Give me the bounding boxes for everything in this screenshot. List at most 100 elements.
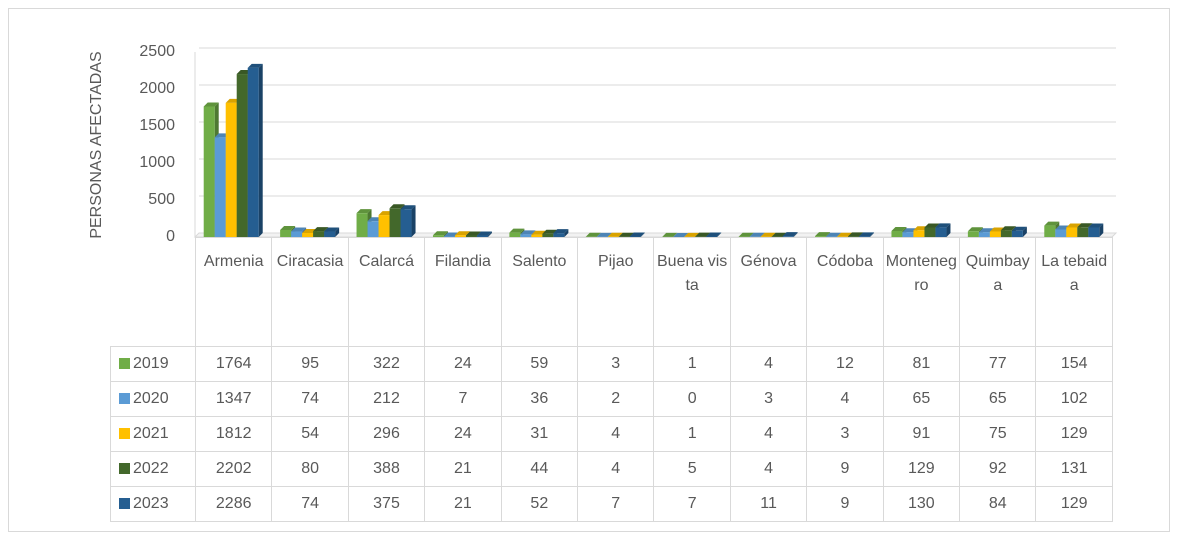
bar-top [837, 232, 853, 237]
bar [302, 233, 314, 237]
x-tick-label: Buena vista [653, 237, 731, 347]
x-tick-label: Quimbaya [959, 237, 1037, 347]
bar-top [1066, 223, 1082, 228]
table-value: 1347 [194, 381, 273, 417]
bar [520, 234, 532, 237]
table-value: 129 [1035, 486, 1113, 522]
x-tick-label: Filandia [424, 237, 502, 347]
table-value: 54 [271, 416, 349, 452]
table-value: 129 [882, 451, 961, 487]
x-tick-label: Salento [500, 237, 579, 347]
bar-top [967, 227, 983, 232]
bar-top [400, 205, 416, 210]
bar [989, 231, 1001, 237]
x-tick-label: Ciracasia [271, 237, 349, 347]
bar [935, 227, 947, 237]
table-value: 4 [729, 451, 808, 487]
bar-top [760, 232, 776, 237]
table-value: 24 [424, 346, 502, 382]
bar-top [935, 223, 951, 228]
legend-swatch [119, 428, 130, 439]
bar-side [640, 232, 645, 237]
x-tick-label: Génova [729, 237, 808, 347]
table-value: 7 [424, 381, 502, 417]
y-tick-label: 1000 [139, 154, 175, 171]
bar [432, 235, 444, 237]
bar [465, 235, 477, 237]
bar-top [553, 229, 569, 234]
bar-side [335, 227, 340, 237]
bar [815, 236, 827, 237]
bar [247, 67, 259, 237]
bar-top [585, 232, 601, 237]
legend-label: 2021 [133, 425, 169, 442]
bar [476, 235, 488, 237]
bar-top [280, 225, 296, 230]
bar [313, 231, 325, 237]
bar-side [717, 232, 722, 237]
series-row: 2020 1347 74 212 7 36 2 0 3 4 65 65 102 [110, 381, 1113, 417]
legend-swatch [119, 393, 130, 404]
table-value: 102 [1035, 381, 1113, 417]
bar [848, 236, 860, 237]
bar-top [771, 232, 787, 237]
bar-top [596, 232, 612, 237]
bar-top [1000, 226, 1016, 231]
table-value: 59 [500, 346, 579, 382]
bar [924, 227, 936, 237]
table-value: 24 [424, 416, 502, 452]
table-value: 74 [271, 381, 349, 417]
y-axis-label: PERSONAS AFECTADAS [88, 51, 105, 238]
table-value: 3 [806, 416, 884, 452]
bar [1088, 227, 1100, 237]
table-value: 31 [500, 416, 579, 452]
bar-top [509, 228, 525, 233]
bar [454, 235, 466, 237]
bar-top [618, 232, 634, 237]
bar-top [629, 232, 645, 237]
x-tick-label: La tebaida [1035, 237, 1113, 347]
table-value: 375 [347, 486, 426, 522]
bar-top [706, 232, 722, 237]
table-value: 92 [959, 451, 1037, 487]
legend-label: 2020 [133, 390, 169, 407]
bar-side [1099, 223, 1104, 237]
x-tick-label: Códoba [806, 237, 884, 347]
bar-top [607, 232, 623, 237]
bar-side [487, 231, 492, 237]
bar [203, 106, 215, 238]
table-value: 44 [500, 451, 579, 487]
table-value: 0 [653, 381, 731, 417]
bar-side [793, 232, 798, 237]
series-row: 2023 2286 74 375 21 52 7 7 11 9 130 84 129 [110, 486, 1113, 522]
bar-top [454, 231, 470, 236]
bar [542, 233, 554, 237]
table-value: 77 [959, 346, 1037, 382]
series-row: 2021 1812 54 296 24 31 4 1 4 3 91 75 129 [110, 416, 1113, 452]
series-row: 2019 1764 95 322 24 59 3 1 4 12 81 77 154 [110, 346, 1113, 382]
bar [400, 209, 412, 237]
legend-swatch [119, 463, 130, 474]
table-value: 7 [653, 486, 731, 522]
bar-top [1011, 226, 1027, 231]
legend-entry: 2022 [110, 451, 196, 487]
bar [280, 229, 292, 237]
bar-top [542, 229, 558, 234]
bar-side [946, 223, 951, 237]
table-value: 36 [500, 381, 579, 417]
bar-top [247, 63, 263, 68]
table-value: 2286 [194, 486, 273, 522]
legend-label: 2019 [133, 355, 169, 372]
bar [378, 215, 390, 237]
bar-top [815, 232, 831, 237]
table-value: 9 [806, 451, 884, 487]
bar [1011, 230, 1023, 237]
table-value: 4 [729, 416, 808, 452]
bar [629, 236, 641, 237]
bar-top [389, 204, 405, 209]
table-value: 322 [347, 346, 426, 382]
bar-top [1077, 223, 1093, 228]
table-value: 1764 [194, 346, 273, 382]
table-value: 65 [882, 381, 961, 417]
bar [978, 232, 990, 237]
